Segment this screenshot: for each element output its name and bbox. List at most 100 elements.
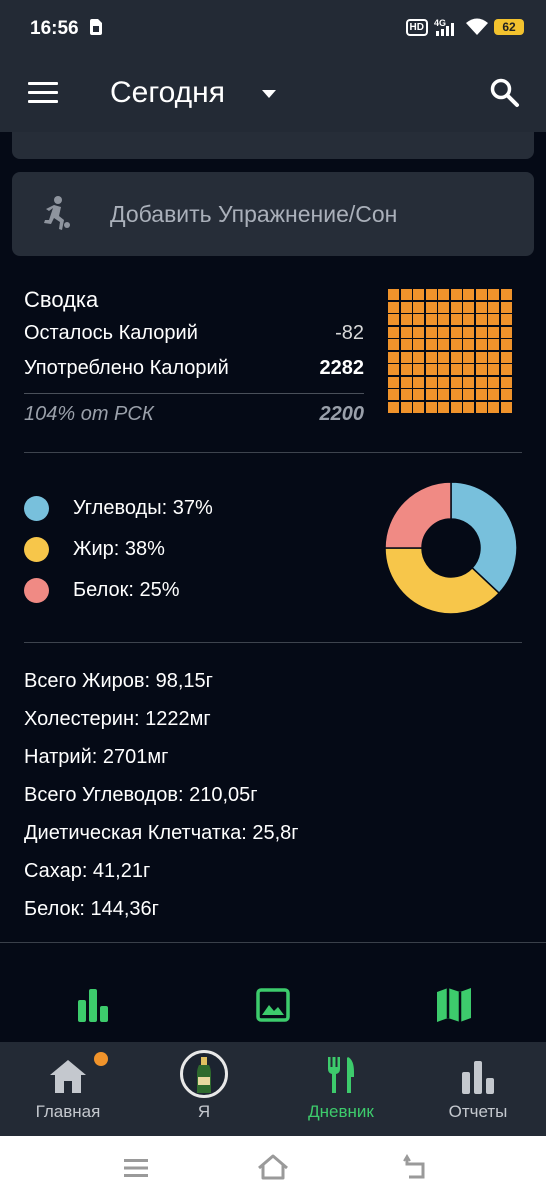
calorie-grid-square	[413, 301, 424, 313]
nav-item-me[interactable]: Я	[136, 1042, 272, 1136]
calorie-grid-square	[400, 376, 412, 388]
cellular-signal-icon: 4G	[434, 18, 454, 36]
nutrient-protein: Белок: 144,36г	[24, 898, 159, 920]
calorie-grid-square	[438, 301, 449, 313]
nutrient-sodium: Натрий: 2701мг	[24, 746, 169, 768]
calorie-grid-square	[488, 301, 499, 313]
recents-icon[interactable]	[124, 1158, 148, 1178]
nav-item-reports[interactable]: Отчеты	[410, 1042, 546, 1136]
nav-item-home[interactable]: Главная	[0, 1042, 136, 1136]
calorie-grid-square	[400, 339, 412, 350]
calorie-grid-square	[500, 339, 512, 350]
search-icon[interactable]	[490, 78, 520, 108]
bar-chart-icon[interactable]	[75, 986, 111, 1022]
calorie-grid-square	[463, 351, 474, 363]
avatar	[180, 1050, 228, 1098]
bar-chart-icon	[462, 1061, 494, 1094]
calorie-grid-square	[388, 339, 399, 350]
protein-label: Белок: 25%	[73, 578, 180, 601]
calorie-grid-square	[400, 314, 412, 325]
macro-carbs: Углеводы: 37%	[24, 493, 213, 523]
nav-label-reports: Отчеты	[448, 1102, 508, 1121]
calorie-grid-square	[388, 301, 399, 313]
calorie-grid-square	[463, 389, 474, 400]
nav-label-me: Я	[197, 1102, 211, 1121]
calorie-grid-square	[388, 376, 399, 388]
avatar-bottle-icon	[197, 1057, 211, 1093]
calorie-grid-square	[488, 389, 499, 400]
carbs-label: Углеводы: 37%	[73, 496, 213, 519]
add-exercise-card[interactable]: Добавить Упражнение/Сон	[12, 172, 534, 256]
calorie-grid-square	[450, 314, 462, 325]
wifi-icon	[466, 18, 488, 35]
calorie-grid-square	[450, 326, 462, 338]
network-type-label: 4G	[434, 18, 446, 28]
fat-label: Жир: 38%	[73, 537, 165, 560]
calorie-grid-square	[475, 401, 487, 413]
battery-indicator: 62	[494, 19, 524, 35]
image-icon[interactable]	[256, 988, 290, 1022]
calorie-grid-square	[463, 326, 474, 338]
calorie-grid-square	[438, 289, 449, 300]
calorie-grid-square	[400, 301, 412, 313]
calorie-grid-square	[413, 314, 424, 325]
hd-badge: HD	[405, 18, 428, 36]
calorie-grid-square	[425, 401, 437, 413]
rsk-target-value: 2200	[319, 403, 365, 425]
home-outline-icon[interactable]	[257, 1154, 289, 1180]
home-icon	[50, 1060, 86, 1093]
calorie-grid-square	[438, 376, 449, 388]
calorie-grid-square	[475, 314, 487, 325]
calorie-grid-square	[463, 339, 474, 350]
calorie-grid-square	[400, 289, 412, 300]
previous-card[interactable]	[12, 132, 534, 159]
protein-color-dot	[24, 577, 49, 603]
calorie-grid-square	[463, 364, 474, 375]
donut-slice-protein	[384, 481, 452, 549]
calorie-grid-square	[413, 401, 424, 413]
calories-remaining-label: Осталось Калорий	[24, 322, 198, 344]
calorie-grid-square	[450, 339, 462, 350]
section-divider	[24, 642, 522, 643]
calorie-grid-square	[400, 389, 412, 400]
calories-consumed-label: Употреблено Калорий	[24, 357, 229, 379]
calorie-grid-square	[413, 339, 424, 350]
calorie-grid-square	[388, 389, 399, 400]
sim-card-icon	[90, 19, 102, 35]
calorie-grid-square	[488, 314, 499, 325]
calorie-grid-square	[425, 301, 437, 313]
calorie-grid-square	[438, 364, 449, 375]
date-selector-title[interactable]: Сегодня	[110, 76, 225, 109]
back-icon[interactable]	[403, 1154, 429, 1180]
section-divider	[0, 942, 546, 943]
map-icon[interactable]	[436, 988, 472, 1022]
nav-item-diary[interactable]: Дневник	[273, 1042, 409, 1136]
donut-slice-carbs	[450, 481, 518, 595]
calorie-grid-square	[425, 351, 437, 363]
app-bar: Сегодня	[0, 56, 546, 132]
calorie-grid-square	[413, 364, 424, 375]
hamburger-menu-icon[interactable]	[28, 82, 58, 104]
macro-protein: Белок: 25%	[24, 575, 180, 605]
calorie-grid-square	[438, 389, 449, 400]
status-time: 16:56	[30, 18, 79, 39]
calorie-grid-square	[388, 351, 399, 363]
calorie-grid-square	[463, 376, 474, 388]
calorie-grid-square	[438, 351, 449, 363]
calorie-grid-square	[475, 289, 487, 300]
calories-consumed-value: 2282	[319, 357, 365, 379]
carbs-color-dot	[24, 495, 49, 521]
calorie-grid-square	[475, 326, 487, 338]
calorie-grid-square	[500, 314, 512, 325]
calories-consumed-row: Употреблено Калорий 2282	[24, 357, 364, 380]
calorie-grid-square	[388, 326, 399, 338]
calorie-grid-square	[488, 401, 499, 413]
calorie-grid	[388, 289, 522, 423]
calorie-grid-square	[413, 351, 424, 363]
calorie-grid-square	[438, 339, 449, 350]
caret-down-icon[interactable]	[262, 90, 276, 98]
status-icons: HD 4G 62	[405, 18, 524, 36]
fat-color-dot	[24, 536, 49, 562]
calorie-grid-square	[400, 351, 412, 363]
nutrient-total-fat: Всего Жиров: 98,15г	[24, 670, 213, 692]
